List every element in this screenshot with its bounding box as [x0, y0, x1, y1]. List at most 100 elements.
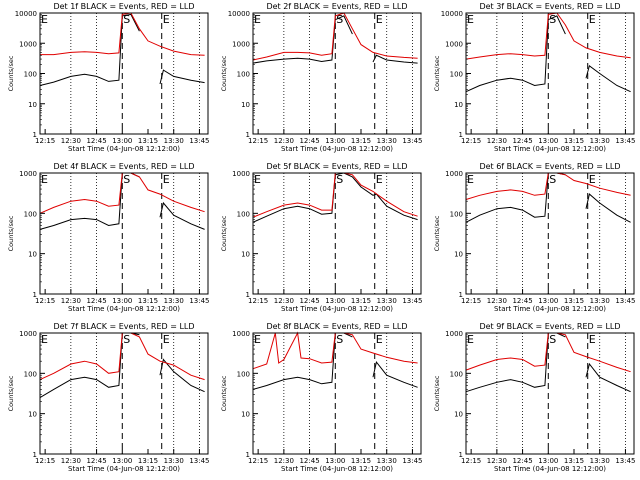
event-marker-label: E [589, 13, 596, 26]
y-tick-label: 1000 [232, 40, 250, 48]
x-tick-label: 12:45 [299, 297, 319, 305]
y-tick-label: 1 [246, 451, 250, 459]
event-marker-label: S [336, 333, 343, 346]
x-axis-label: Start Time (04-Jun-08 12:12:00) [281, 305, 393, 313]
y-tick-label: 100 [450, 370, 463, 378]
detector-panel-6: Det 6f BLACK = Events, RED = LLD E S E 1 10 10… [433, 162, 636, 313]
x-tick-label: 13:15 [138, 297, 158, 305]
panel-title: Det 9f BLACK = Events, RED = LLD [479, 322, 620, 331]
x-tick-label: 12:15 [248, 457, 268, 465]
x-tick-label: 13:15 [564, 137, 584, 145]
x-tick-label: 13:15 [564, 297, 584, 305]
event-marker-label: E [376, 333, 383, 346]
plot-frame [252, 12, 422, 135]
y-tick-label: 10000 [441, 10, 463, 18]
detector-panel-2: Det 2f BLACK = Events, RED = LLD E S E 1 10 10… [220, 2, 423, 153]
y-axis-label: Counts/sec [433, 55, 441, 91]
event-marker-label: E [41, 13, 48, 26]
event-marker-label: E [376, 13, 383, 26]
y-tick-label: 1000 [19, 40, 37, 48]
series-line-events [465, 15, 631, 93]
x-tick-label: 12:45 [512, 137, 532, 145]
event-marker-label: S [336, 173, 343, 186]
x-tick-label: 13:00 [112, 297, 132, 305]
x-tick-label: 12:15 [35, 457, 55, 465]
event-marker-label: E [376, 173, 383, 186]
y-axis-label: Counts/sec [220, 375, 228, 411]
x-tick-label: 12:30 [274, 297, 294, 305]
x-tick-label: 13:30 [590, 457, 610, 465]
x-tick-label: 13:15 [351, 457, 371, 465]
y-tick-label: 1000 [232, 170, 250, 178]
detector-panel-4: Det 4f BLACK = Events, RED = LLD E S E 1 10 10… [7, 162, 210, 313]
y-tick-label: 10 [28, 101, 37, 109]
y-tick-label: 1000 [232, 330, 250, 338]
y-axis-label: Counts/sec [433, 215, 441, 251]
x-tick-label: 12:30 [487, 137, 507, 145]
x-tick-label: 13:45 [615, 137, 635, 145]
panel-title: Det 7f BLACK = Events, RED = LLD [53, 322, 194, 331]
y-tick-label: 1 [459, 291, 463, 299]
y-tick-label: 100 [237, 71, 250, 79]
panel-title: Det 2f BLACK = Events, RED = LLD [266, 2, 407, 11]
x-tick-label: 13:00 [325, 297, 345, 305]
y-tick-label: 100 [24, 370, 37, 378]
x-tick-label: 13:15 [564, 457, 584, 465]
panel-title: Det 3f BLACK = Events, RED = LLD [479, 2, 620, 11]
x-axis-label: Start Time (04-Jun-08 12:12:00) [494, 145, 606, 153]
event-marker-label: E [163, 173, 170, 186]
plot-frame [465, 172, 635, 295]
event-marker-label: E [41, 173, 48, 186]
x-axis-label: Start Time (04-Jun-08 12:12:00) [281, 465, 393, 473]
y-tick-label: 1 [33, 451, 37, 459]
x-tick-label: 13:30 [377, 297, 397, 305]
plot-frame [465, 12, 635, 135]
x-axis-label: Start Time (04-Jun-08 12:12:00) [68, 145, 180, 153]
event-marker-label: S [123, 13, 130, 26]
event-marker-label: E [254, 13, 261, 26]
series-line-events [252, 15, 418, 64]
event-marker-label: E [589, 173, 596, 186]
detector-panel-1: Det 1f BLACK = Events, RED = LLD E S E 1 10 10… [7, 2, 210, 153]
event-marker-label: S [549, 13, 556, 26]
x-tick-label: 13:30 [164, 457, 184, 465]
x-tick-label: 13:00 [112, 457, 132, 465]
x-tick-label: 13:00 [325, 137, 345, 145]
y-tick-label: 1 [459, 451, 463, 459]
detector-panel-9: Det 9f BLACK = Events, RED = LLD E S E 1 10 10… [433, 322, 636, 473]
plot-frame [252, 172, 422, 295]
y-tick-label: 10 [28, 251, 37, 259]
x-tick-label: 13:45 [189, 297, 209, 305]
x-tick-label: 12:15 [461, 297, 481, 305]
x-axis-label: Start Time (04-Jun-08 12:12:00) [281, 145, 393, 153]
x-tick-label: 12:30 [274, 457, 294, 465]
x-tick-label: 13:45 [402, 297, 422, 305]
x-tick-label: 12:30 [487, 457, 507, 465]
x-tick-label: 13:30 [377, 137, 397, 145]
x-tick-label: 12:45 [512, 297, 532, 305]
event-marker-label: E [163, 333, 170, 346]
x-tick-label: 12:15 [35, 137, 55, 145]
x-tick-label: 12:15 [461, 457, 481, 465]
y-tick-label: 10000 [15, 10, 37, 18]
event-marker-label: S [549, 333, 556, 346]
x-tick-label: 13:45 [189, 137, 209, 145]
plot-frame [252, 332, 422, 455]
y-tick-label: 1 [246, 291, 250, 299]
x-tick-label: 12:30 [487, 297, 507, 305]
panel-title: Det 1f BLACK = Events, RED = LLD [53, 2, 194, 11]
event-marker-label: S [123, 173, 130, 186]
x-tick-label: 13:45 [402, 457, 422, 465]
x-tick-label: 12:30 [61, 297, 81, 305]
x-tick-label: 13:15 [351, 297, 371, 305]
x-tick-label: 12:45 [299, 457, 319, 465]
x-tick-label: 12:45 [299, 137, 319, 145]
x-tick-label: 13:45 [189, 457, 209, 465]
x-tick-label: 12:45 [86, 457, 106, 465]
x-tick-label: 13:45 [615, 297, 635, 305]
y-tick-label: 1000 [445, 330, 463, 338]
x-tick-label: 13:00 [325, 457, 345, 465]
x-tick-label: 13:15 [351, 137, 371, 145]
x-axis-label: Start Time (04-Jun-08 12:12:00) [494, 465, 606, 473]
x-tick-label: 13:15 [138, 137, 158, 145]
